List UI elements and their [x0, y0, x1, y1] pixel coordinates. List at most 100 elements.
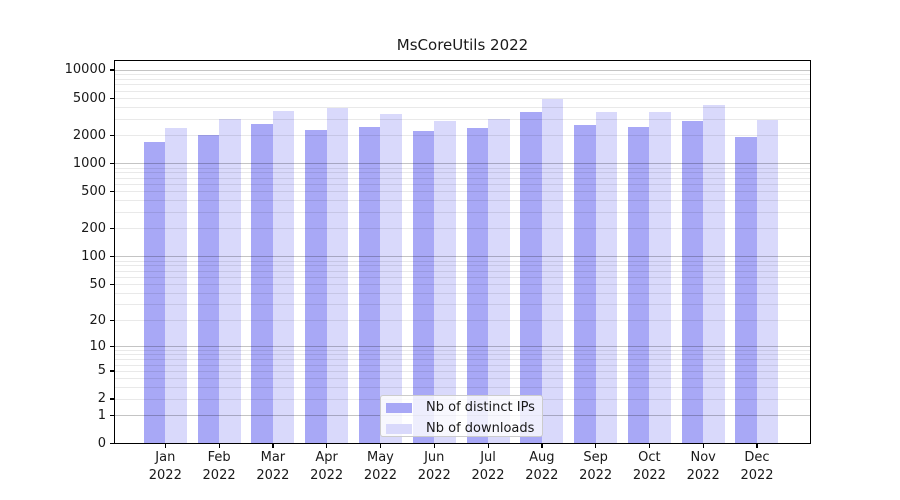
gridline-900 — [114, 167, 811, 169]
x-tick-label-jan: Jan 2022 — [149, 449, 182, 485]
bar-distinct-ips-feb — [197, 134, 220, 444]
gridline-6 — [114, 364, 811, 366]
bar-distinct-ips-dec — [735, 136, 757, 444]
x-tick-nov — [702, 444, 704, 448]
gridline-20 — [114, 320, 811, 321]
bar-distinct-ips-apr — [305, 130, 327, 444]
x-tick-label-jun: Jun 2022 — [418, 449, 451, 485]
y-tick-100 — [110, 255, 114, 257]
y-tick-10000 — [110, 69, 114, 71]
bar-distinct-ips-jun — [412, 130, 435, 444]
x-tick-month: Dec — [744, 450, 770, 465]
x-tick-month: Oct — [638, 450, 661, 465]
y-tick-20 — [110, 319, 114, 321]
gridline-8 — [114, 354, 811, 356]
gridline-30 — [114, 304, 811, 306]
gridline-1000 — [114, 163, 811, 165]
x-tick-jan — [164, 444, 166, 448]
y-tick-50 — [110, 283, 114, 285]
x-tick-year: 2022 — [471, 467, 505, 483]
bar-downloads-feb — [219, 119, 241, 444]
gridline-2000 — [114, 135, 811, 137]
bar-downloads-aug — [541, 99, 564, 444]
y-tick-label-1: 1 — [97, 407, 106, 423]
bar-downloads-sep — [595, 112, 618, 444]
gridline-60 — [114, 276, 811, 278]
legend-swatch-downloads — [386, 424, 412, 434]
y-tick-label-20: 20 — [89, 312, 106, 328]
x-tick-mar — [272, 444, 274, 448]
gridline-70 — [114, 270, 811, 272]
x-tick-jun — [433, 444, 435, 448]
y-tick-1000 — [110, 162, 114, 164]
x-tick-label-oct: Oct 2022 — [633, 449, 666, 485]
x-tick-year: 2022 — [256, 467, 290, 483]
y-tick-label-100: 100 — [81, 248, 106, 264]
bar-distinct-ips-jul — [466, 128, 489, 444]
x-tick-label-may: May 2022 — [364, 449, 397, 485]
x-tick-aug — [541, 444, 543, 448]
y-tick-label-500: 500 — [81, 183, 106, 199]
gridline-9000 — [114, 74, 811, 76]
x-tick-year: 2022 — [310, 467, 344, 483]
gridline-40 — [114, 292, 811, 294]
bar-distinct-ips-mar — [251, 123, 273, 444]
gridline-300 — [114, 212, 811, 213]
legend-row-downloads: Nb of downloads — [386, 420, 542, 438]
y-tick-label-10: 10 — [89, 338, 106, 354]
gridline-4 — [114, 378, 811, 380]
bar-distinct-ips-aug — [520, 112, 542, 444]
gridline-80 — [114, 265, 811, 267]
y-tick-5000 — [110, 97, 114, 99]
gridline-50 — [114, 284, 811, 285]
bar-downloads-oct — [649, 111, 671, 444]
y-tick-label-2000: 2000 — [72, 127, 106, 143]
x-tick-year: 2022 — [148, 467, 182, 483]
x-tick-label-dec: Dec 2022 — [740, 449, 773, 485]
y-tick-label-0: 0 — [97, 436, 106, 451]
gridline-8000 — [114, 78, 811, 80]
bar-distinct-ips-oct — [627, 127, 650, 444]
x-tick-may — [379, 444, 382, 448]
bar-downloads-nov — [703, 105, 725, 444]
x-tick-label-nov: Nov 2022 — [687, 449, 720, 485]
x-tick-apr — [326, 444, 328, 448]
x-tick-label-feb: Feb 2022 — [203, 449, 236, 485]
x-tick-dec — [756, 444, 758, 448]
legend-label-downloads: Nb of downloads — [426, 421, 535, 436]
x-tick-label-mar: Mar 2022 — [256, 449, 289, 485]
gridline-6000 — [114, 90, 811, 92]
y-tick-1 — [110, 414, 114, 417]
y-tick-label-5000: 5000 — [72, 90, 106, 106]
x-tick-year: 2022 — [632, 467, 666, 483]
gridline-800 — [114, 172, 811, 174]
bar-distinct-ips-nov — [681, 121, 704, 444]
gridline-3 — [114, 387, 811, 389]
legend-swatch-distinct-ips — [386, 403, 412, 413]
bar-distinct-ips-may — [358, 126, 381, 444]
legend-row-distinct-ips: Nb of distinct IPs — [386, 399, 542, 417]
x-tick-month: May — [367, 450, 394, 465]
y-tick-2 — [110, 398, 114, 400]
x-tick-oct — [648, 444, 651, 448]
x-tick-label-sep: Sep 2022 — [579, 449, 612, 485]
gridline-100 — [114, 256, 811, 258]
x-tick-month: Jul — [480, 450, 496, 465]
plot-area — [114, 60, 811, 444]
bar-downloads-mar — [272, 111, 295, 444]
gridline-10000 — [114, 69, 811, 71]
gridline-5000 — [114, 98, 811, 99]
legend-label-distinct-ips: Nb of distinct IPs — [426, 400, 535, 415]
y-tick-label-10000: 10000 — [64, 62, 106, 78]
y-tick-2000 — [110, 134, 114, 136]
x-tick-jul — [487, 444, 489, 448]
gridline-90 — [114, 260, 811, 262]
x-tick-month: Jun — [424, 450, 445, 465]
y-tick-10 — [110, 345, 114, 347]
gridline-7000 — [114, 84, 811, 86]
x-tick-label-jul: Jul 2022 — [471, 449, 504, 485]
x-tick-label-aug: Aug 2022 — [525, 449, 558, 485]
x-tick-year: 2022 — [525, 467, 559, 483]
gridline-700 — [114, 177, 811, 179]
